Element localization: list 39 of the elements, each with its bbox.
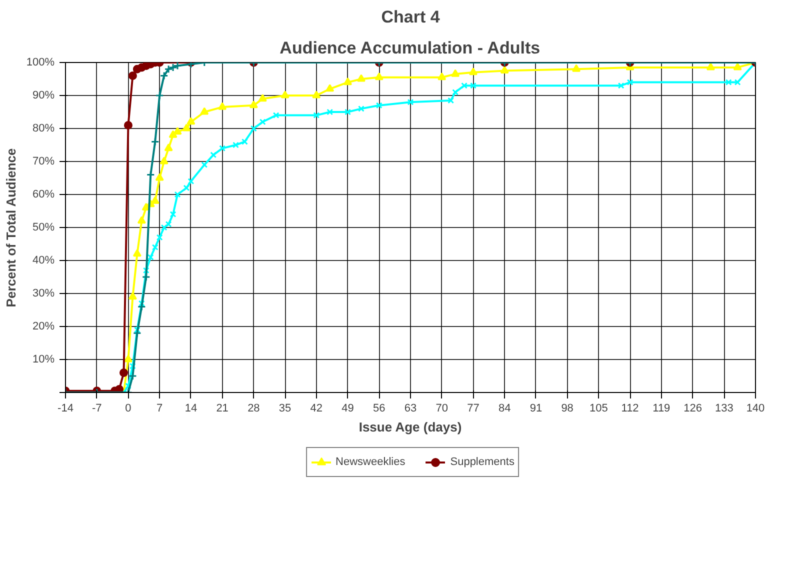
- x-tick-label: 70: [436, 402, 448, 414]
- y-tick-label: 30%: [32, 288, 55, 300]
- x-tick-label: 63: [404, 402, 417, 414]
- x-tick-label: 21: [216, 402, 228, 414]
- x-tick-label: 7: [156, 402, 163, 414]
- chart-subtitle: Audience Accumulation - Adults: [280, 38, 540, 58]
- x-tick-label: 105: [590, 402, 608, 414]
- x-tick-label: 28: [248, 402, 260, 414]
- y-tick-label: 100%: [26, 56, 55, 68]
- x-tick-label: 77: [467, 402, 480, 414]
- x-tick-label: 119: [652, 402, 670, 414]
- x-tick-label: 112: [621, 402, 639, 414]
- x-tick-label: 140: [746, 402, 765, 414]
- y-tick-label: 90%: [32, 90, 55, 102]
- y-tick-label: 70%: [32, 156, 55, 168]
- y-tick-label: 10%: [32, 354, 55, 366]
- x-tick-label: 0: [125, 402, 132, 414]
- x-tick-label: -14: [58, 402, 74, 414]
- y-tick-label: 80%: [32, 122, 55, 134]
- x-tick-label: 126: [684, 402, 702, 414]
- x-tick-label: 98: [561, 402, 574, 414]
- x-axis-title: Issue Age (days): [358, 420, 462, 434]
- x-tick-label: 49: [342, 402, 354, 414]
- x-tick-label: 56: [373, 402, 386, 414]
- x-tick-label: 91: [530, 402, 542, 414]
- x-tick-label: -7: [92, 402, 102, 414]
- legend-label: Newsweeklies: [336, 456, 406, 468]
- y-tick-label: 20%: [32, 320, 55, 332]
- legend-label: Supplements: [450, 456, 514, 468]
- y-axis-title: Percent of Total Audience: [3, 148, 18, 308]
- x-tick-label: 35: [278, 402, 292, 414]
- x-tick-label: 14: [184, 402, 198, 414]
- x-tick-label: 133: [714, 402, 734, 414]
- y-tick-label: 60%: [32, 188, 55, 200]
- y-tick-label: 40%: [32, 254, 55, 266]
- x-tick-label: 42: [310, 402, 323, 414]
- y-tick-label: 50%: [32, 222, 55, 234]
- chart-title: Chart 4: [381, 8, 440, 26]
- x-tick-label: 84: [498, 402, 511, 414]
